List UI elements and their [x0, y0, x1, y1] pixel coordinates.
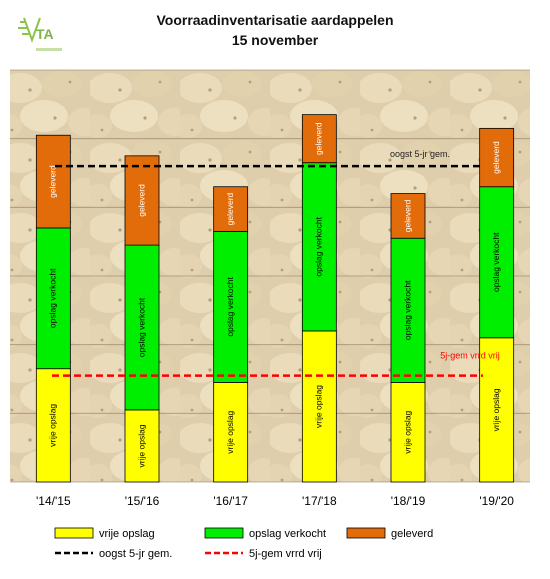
legend-swatch [54, 527, 94, 539]
legend-label: oogst 5-jr gem. [99, 548, 172, 560]
chart-title: Voorraadinventarisatie aardappelen 15 no… [0, 10, 550, 50]
x-axis-labels: '14/'15 '15/'16 '16/'17 '17/'18 '18/'19 '19/'… [36, 494, 514, 508]
bar-segment [124, 409, 160, 483]
legend-swatch [204, 527, 244, 539]
bar-segment [479, 337, 515, 483]
bar-segment [124, 155, 160, 246]
x-tick-label: '18/'19 [391, 494, 426, 508]
bar-segment-label: geleverd [48, 165, 58, 198]
bars: vrije opslag opslag verkocht geleverd vrije… [35, 114, 515, 483]
legend-label: geleverd [391, 528, 433, 540]
bar-segment [35, 134, 71, 229]
reference-lines: oogst 5-jr gem. 5j-gem vrrd vrij [52, 149, 500, 377]
legend: vrije opslag opslag verkocht geleverd oogst… [54, 527, 433, 560]
bar-segment [301, 114, 337, 164]
bar-segment [213, 382, 249, 483]
oogst-5jr-label: oogst 5-jr gem. [390, 149, 450, 159]
bar-segment-label: vrije opslag [491, 388, 501, 431]
bar-segment-label: vrije opslag [314, 385, 324, 428]
bar-segment-label: vrije opslag [225, 410, 235, 453]
bar-segment-label: vrije opslag [402, 410, 412, 453]
logo-text: TA [36, 26, 54, 42]
bar-segment-label: opslag verkocht [48, 268, 58, 328]
legend-swatch [346, 527, 386, 539]
bar-segment-label: opslag verkocht [314, 216, 324, 276]
bar-segment-label: geleverd [491, 141, 501, 174]
title-line-2: 15 november [231, 32, 319, 48]
bar-segment [479, 127, 515, 188]
title-line-1: Voorraadinventarisatie aardappelen [156, 12, 394, 28]
bar-segment-label: geleverd [402, 199, 412, 232]
legend-label: opslag verkocht [249, 528, 326, 540]
vrij-5jr-label: 5j-gem vrrd vrij [440, 351, 500, 361]
legend-label: vrije opslag [99, 528, 155, 540]
bar-segment [213, 186, 249, 232]
bar-segment [213, 230, 249, 383]
bar-segment [390, 237, 426, 383]
legend-label: 5j-gem vrrd vrij [249, 548, 322, 560]
bar-segment-label: vrije opslag [136, 424, 146, 467]
bar-segment-label: geleverd [225, 192, 235, 225]
bar-segment-label: geleverd [314, 122, 324, 155]
x-tick-label: '15/'16 [125, 494, 160, 508]
bar-segment-label: opslag verkocht [402, 280, 412, 340]
bar-segment-label: opslag verkocht [136, 297, 146, 357]
logo-icon [18, 17, 62, 51]
x-tick-label: '19/'20 [479, 494, 514, 508]
bar-segment-label: opslag verkocht [225, 277, 235, 337]
bar-segment [390, 193, 426, 239]
gridlines [10, 69, 530, 483]
bar-segment [35, 227, 71, 370]
bar-segment-label: vrije opslag [48, 404, 58, 447]
bar-segment [479, 186, 515, 339]
bar-segment-label: opslag verkocht [491, 232, 501, 292]
bar-segment [390, 382, 426, 483]
bar-segment-label: geleverd [136, 184, 146, 217]
bar-segment [301, 162, 337, 332]
x-tick-label: '14/'15 [36, 494, 71, 508]
x-tick-label: '17/'18 [302, 494, 337, 508]
x-tick-label: '16/'17 [213, 494, 248, 508]
